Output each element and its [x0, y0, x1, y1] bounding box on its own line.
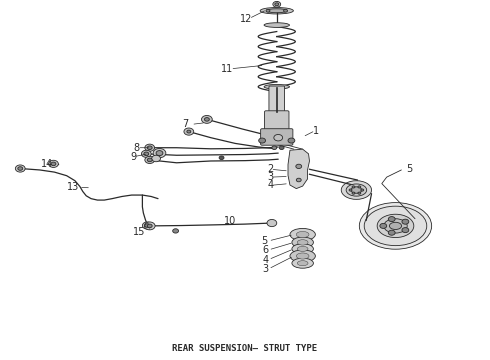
- Circle shape: [273, 1, 281, 7]
- Circle shape: [288, 138, 295, 143]
- Ellipse shape: [292, 237, 314, 248]
- Ellipse shape: [297, 246, 308, 251]
- Text: REAR SUSPENSION– STRUT TYPE: REAR SUSPENSION– STRUT TYPE: [172, 344, 318, 353]
- Text: 5: 5: [261, 236, 267, 246]
- Circle shape: [272, 146, 277, 149]
- Circle shape: [361, 189, 364, 191]
- Circle shape: [143, 222, 152, 229]
- Ellipse shape: [384, 219, 407, 233]
- Circle shape: [153, 148, 166, 158]
- Ellipse shape: [346, 184, 367, 196]
- Ellipse shape: [359, 203, 432, 249]
- Ellipse shape: [364, 206, 427, 246]
- Ellipse shape: [297, 240, 308, 245]
- Ellipse shape: [296, 253, 309, 259]
- Circle shape: [296, 178, 301, 182]
- Text: 3: 3: [262, 264, 269, 274]
- Circle shape: [204, 118, 209, 121]
- Circle shape: [147, 146, 152, 149]
- Ellipse shape: [264, 85, 290, 89]
- Circle shape: [144, 152, 149, 156]
- Circle shape: [145, 222, 155, 230]
- Circle shape: [145, 144, 155, 151]
- Circle shape: [274, 134, 283, 141]
- Text: 8: 8: [134, 143, 140, 153]
- Ellipse shape: [297, 261, 308, 266]
- Text: 4: 4: [262, 255, 269, 265]
- Ellipse shape: [292, 258, 314, 268]
- Text: 9: 9: [130, 152, 137, 162]
- Circle shape: [402, 219, 409, 224]
- Circle shape: [352, 186, 355, 188]
- Ellipse shape: [260, 8, 294, 14]
- Circle shape: [18, 167, 23, 170]
- Text: 11: 11: [220, 64, 233, 74]
- Circle shape: [152, 155, 160, 162]
- Text: 13: 13: [67, 182, 79, 192]
- Circle shape: [358, 192, 361, 194]
- Ellipse shape: [390, 222, 402, 229]
- Circle shape: [145, 224, 150, 227]
- Circle shape: [380, 224, 387, 228]
- Circle shape: [266, 9, 270, 12]
- FancyBboxPatch shape: [261, 129, 293, 145]
- Circle shape: [352, 192, 355, 194]
- Ellipse shape: [351, 187, 362, 193]
- Circle shape: [15, 165, 25, 172]
- Polygon shape: [288, 149, 310, 189]
- Circle shape: [284, 9, 288, 12]
- Circle shape: [275, 3, 279, 6]
- Circle shape: [147, 158, 152, 162]
- Ellipse shape: [292, 244, 314, 254]
- Text: 5: 5: [406, 164, 413, 174]
- Circle shape: [349, 189, 352, 191]
- Circle shape: [145, 156, 155, 163]
- Ellipse shape: [341, 181, 371, 199]
- Circle shape: [184, 128, 194, 135]
- Circle shape: [358, 186, 361, 188]
- FancyBboxPatch shape: [265, 111, 289, 133]
- FancyBboxPatch shape: [269, 86, 285, 114]
- Circle shape: [296, 164, 302, 168]
- Circle shape: [402, 228, 409, 233]
- Text: 6: 6: [262, 245, 269, 255]
- Circle shape: [172, 229, 178, 233]
- Text: 7: 7: [183, 120, 189, 129]
- Text: 14: 14: [41, 159, 53, 169]
- Circle shape: [51, 162, 56, 166]
- Ellipse shape: [290, 250, 316, 262]
- Circle shape: [267, 220, 277, 226]
- Text: 10: 10: [224, 216, 237, 226]
- Text: 4: 4: [267, 180, 273, 190]
- Ellipse shape: [267, 9, 287, 13]
- Ellipse shape: [290, 228, 316, 240]
- Circle shape: [279, 146, 284, 149]
- Ellipse shape: [296, 231, 309, 238]
- Text: 12: 12: [240, 14, 252, 24]
- Circle shape: [219, 156, 224, 159]
- Text: 2: 2: [267, 164, 273, 174]
- Circle shape: [259, 138, 266, 143]
- Text: 1: 1: [314, 126, 319, 135]
- Ellipse shape: [377, 214, 414, 238]
- Ellipse shape: [264, 23, 290, 27]
- Circle shape: [156, 150, 163, 156]
- Circle shape: [388, 230, 395, 235]
- Text: 15: 15: [132, 227, 145, 237]
- Circle shape: [201, 116, 212, 123]
- Text: 3: 3: [267, 172, 273, 182]
- Circle shape: [187, 130, 191, 133]
- Circle shape: [49, 160, 58, 167]
- Circle shape: [142, 150, 151, 157]
- Circle shape: [388, 217, 395, 222]
- Circle shape: [147, 224, 152, 228]
